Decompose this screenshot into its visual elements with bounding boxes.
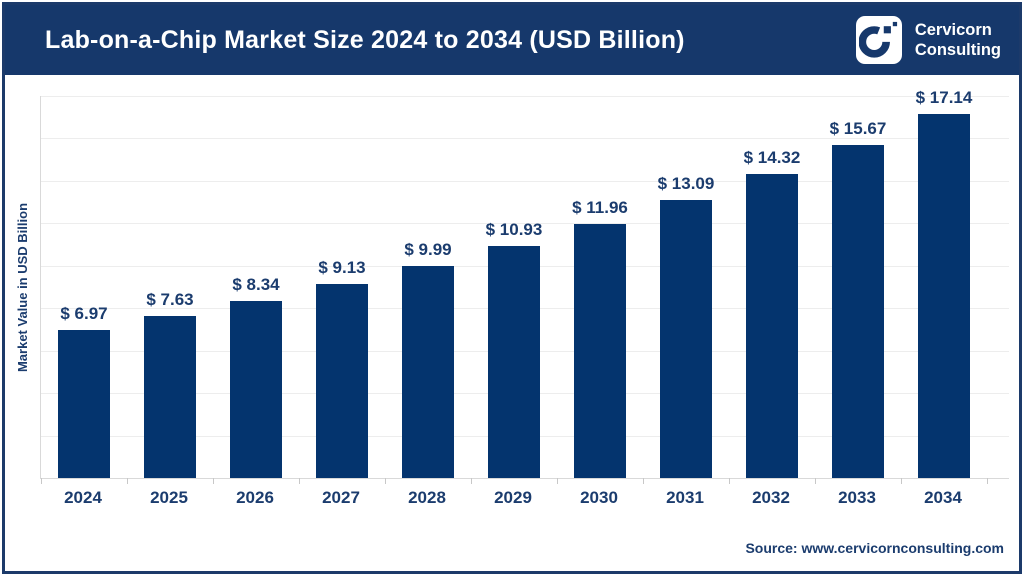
gridline — [41, 96, 1009, 97]
bar-cell-2025: $ 7.63 — [127, 96, 213, 478]
bars-row: $ 6.97 $ 7.63 $ 8.34 $ 9.13 $ 9.99 $ 10.93 $ 1… — [41, 88, 987, 478]
bar-cell-2031: $ 13.09 — [643, 96, 729, 478]
x-axis-label-2028: 2028 — [408, 488, 446, 507]
bar-cell-2026: $ 8.34 — [213, 96, 299, 478]
bar-2033 — [832, 145, 884, 478]
x-axis-tick — [471, 478, 472, 484]
bar-cell-2034: $ 17.14 — [901, 88, 987, 478]
x-axis-tick — [987, 478, 988, 484]
logo-mark — [855, 16, 902, 64]
logo-line-2: Consulting — [914, 41, 1001, 59]
bar-2030 — [574, 224, 626, 478]
bar-2034 — [918, 114, 970, 478]
brand-logo: Cervicorn Consulting — [855, 16, 1001, 64]
cervicorn-c-icon — [858, 21, 897, 58]
bar-cell-2028: $ 9.99 — [385, 96, 471, 478]
bar-2027 — [316, 284, 368, 478]
bar-value-label-2027: $ 9.13 — [318, 258, 366, 278]
bar-value-label-2031: $ 13.09 — [657, 174, 715, 194]
y-axis-title-box: Market Value in USD Billion — [8, 96, 38, 478]
x-axis-label-2031: 2031 — [666, 488, 704, 507]
x-axis-tick — [557, 478, 558, 484]
x-axis-tick — [41, 478, 42, 484]
bar-cell-2032: $ 14.32 — [729, 96, 815, 478]
bar-value-label-2024: $ 6.97 — [60, 304, 108, 324]
x-axis-label-2030: 2030 — [580, 488, 618, 507]
x-axis-label-2033: 2033 — [838, 488, 876, 507]
bar-2032 — [746, 174, 798, 478]
bar-value-label-2032: $ 14.32 — [743, 148, 801, 168]
chart-title: Lab-on-a-Chip Market Size 2024 to 2034 (… — [45, 25, 685, 54]
bar-value-label-2026: $ 8.34 — [232, 275, 280, 295]
x-axis-label-2029: 2029 — [494, 488, 532, 507]
header-band: Lab-on-a-Chip Market Size 2024 to 2034 (… — [5, 5, 1019, 75]
x-axis-tick — [213, 478, 214, 484]
x-axis-tick — [385, 478, 386, 484]
bar-value-label-2028: $ 9.99 — [404, 240, 452, 259]
bar-value-label-2033: $ 15.67 — [829, 119, 887, 139]
x-axis-label-2025: 2025 — [150, 488, 188, 507]
bar-2026 — [230, 301, 282, 478]
x-axis-label-2026: 2026 — [236, 488, 274, 507]
gridline — [41, 138, 1009, 140]
bar-value-label-2034: $ 17.14 — [915, 88, 973, 108]
x-axis-tick — [127, 478, 128, 484]
bar-cell-2033: $ 15.67 — [815, 96, 901, 478]
bar-2024 — [58, 330, 110, 478]
logo-line-1: Cervicorn — [914, 20, 992, 39]
bar-2028 — [402, 266, 454, 478]
bar-2031 — [660, 200, 712, 478]
bar-cell-2027: $ 9.13 — [299, 96, 385, 478]
x-axis-labels: 2024 2025 2026 2027 2028 2029 2030 2031 2032 2033… — [40, 488, 986, 508]
bar-value-label-2029: $ 10.93 — [485, 220, 543, 240]
logo-wordmark: Cervicorn Consulting — [915, 20, 1001, 60]
bar-cell-2029: $ 10.93 — [471, 96, 557, 478]
bar-cell-2030: $ 11.96 — [557, 96, 643, 478]
plot-area: $ 6.97 $ 7.63 $ 8.34 $ 9.13 $ 9.99 $ 10.93 $ 1… — [40, 88, 1009, 484]
x-axis-tick — [815, 478, 816, 484]
x-axis-tick — [299, 478, 300, 484]
gridline — [41, 180, 1009, 182]
bar-2025 — [144, 316, 196, 478]
x-axis-label-2027: 2027 — [322, 488, 360, 507]
x-axis-label-2024: 2024 — [64, 488, 102, 507]
x-axis-tick — [643, 478, 644, 484]
x-axis-label-2032: 2032 — [752, 488, 790, 507]
gridline — [41, 223, 1009, 225]
x-axis-tick — [901, 478, 902, 484]
source-note: Source: www.cervicornconsulting.com — [745, 540, 1004, 556]
bar-cell-2024: $ 6.97 — [41, 96, 127, 478]
bar-2029 — [488, 246, 540, 478]
x-axis-label-2034: 2034 — [924, 488, 962, 507]
y-axis-title: Market Value in USD Billion — [15, 202, 31, 372]
bar-value-label-2025: $ 7.63 — [146, 290, 194, 310]
x-axis-tick — [729, 478, 730, 484]
bar-value-label-2030: $ 11.96 — [572, 198, 628, 218]
